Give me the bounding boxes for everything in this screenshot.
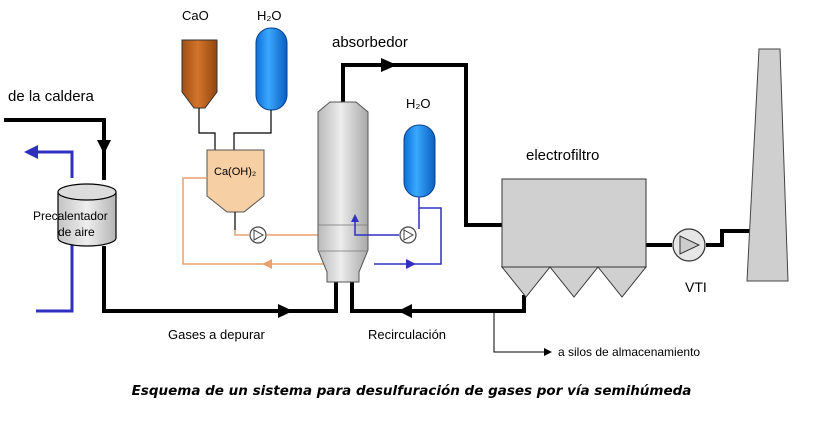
pump-icon — [399, 226, 417, 244]
diagram-caption: Esquema de un sistema para desulfuración… — [131, 383, 692, 399]
slaker-tank — [206, 149, 265, 230]
absorber-tower — [317, 101, 369, 283]
flow-arrow-icon — [398, 304, 412, 318]
label-electrofiltro: electrofiltro — [526, 147, 600, 164]
label-de-la-caldera: de la caldera — [8, 88, 94, 105]
vti-fan-icon — [672, 228, 706, 262]
label-gases-a-depurar: Gases a depurar — [168, 327, 265, 342]
flow-arrow-icon — [351, 214, 359, 222]
flue-gas-line — [4, 58, 762, 356]
label-absorbedor: absorbedor — [332, 34, 408, 51]
air-outlet-arrow-icon — [24, 145, 38, 159]
chimney — [746, 48, 789, 282]
label-precalentador: Precalentador — [33, 209, 108, 223]
label-recirculacion: Recirculación — [368, 327, 447, 342]
label-a-silos: a silos de almacenamiento — [558, 345, 701, 359]
label-de-aire: de aire — [58, 225, 95, 239]
flow-arrow-icon — [278, 304, 293, 318]
label-h2o-right: H₂O — [406, 96, 431, 111]
label-vti: VTI — [685, 279, 707, 295]
air-preheater — [57, 183, 117, 247]
flow-arrow-icon — [544, 348, 552, 356]
label-h2o-top: H₂O — [257, 8, 282, 23]
label-cao: CaO — [182, 8, 209, 23]
cao-silo — [181, 39, 218, 150]
flow-arrow-icon — [97, 140, 111, 154]
electrostatic-precipitator — [500, 178, 648, 298]
water-tank-top — [233, 27, 288, 150]
pump-icon — [249, 226, 267, 244]
flow-arrow-icon — [406, 259, 416, 269]
water-tank-right — [351, 124, 442, 269]
label-caoh2: Ca(OH)₂ — [214, 166, 257, 178]
air-circuit — [24, 145, 74, 313]
flow-arrow-icon — [381, 58, 397, 72]
flow-arrow-icon — [262, 259, 272, 269]
